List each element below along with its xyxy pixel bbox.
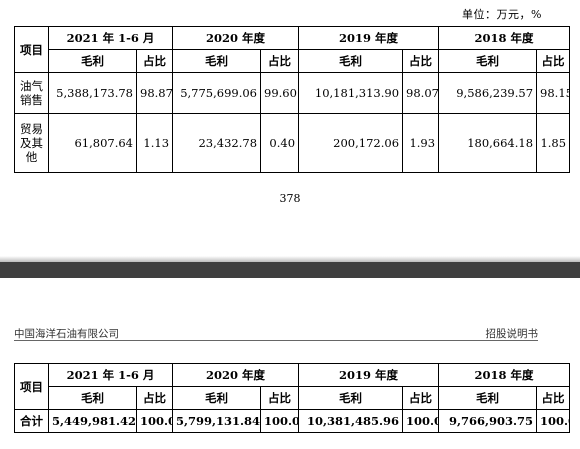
unit-note: 单位：万元，%	[462, 8, 542, 21]
item-header: 项目	[14, 363, 49, 410]
sub-header-share: 占比	[260, 386, 300, 410]
period-header: 2018 年度	[438, 26, 571, 50]
cell-value: 200,172.06	[298, 113, 404, 173]
table-row: 油气销售 5,388,173.78 98.87 5,775,699.06 99.…	[14, 72, 571, 114]
cell-value: 23,432.78	[172, 113, 262, 173]
sub-header-share: 占比	[260, 49, 300, 73]
page-header: 中国海洋石油有限公司 招股说明书	[14, 326, 538, 341]
sub-header-gross-profit: 毛利	[172, 49, 262, 73]
cell-value: 180,664.18	[438, 113, 538, 173]
cell-value: 98.15	[536, 72, 571, 114]
sub-header-gross-profit: 毛利	[172, 386, 262, 410]
sub-header-share: 占比	[536, 386, 571, 410]
cell-value: 98.87	[135, 72, 174, 114]
sub-header-gross-profit: 毛利	[48, 386, 137, 410]
sub-header-gross-profit: 毛利	[438, 386, 538, 410]
cell-value: 1.13	[135, 113, 174, 173]
table-row: 贸易及其他 61,807.64 1.13 23,432.78 0.40 200,…	[14, 113, 571, 173]
cell-value: 100.00	[135, 409, 174, 433]
row-label: 贸易及其他	[14, 113, 49, 173]
cell-value: 100.00	[536, 409, 571, 433]
period-header: 2018 年度	[438, 363, 571, 387]
gross-profit-table-total: 项目 2021 年 1-6 月 2020 年度 2019 年度 2018 年度 …	[14, 363, 571, 433]
table-row-total: 合计 5,449,981.42 100.00 5,799,131.84 100.…	[14, 409, 571, 433]
sub-header-share: 占比	[135, 49, 174, 73]
gross-profit-table-top: 项目 2021 年 1-6 月 2020 年度 2019 年度 2018 年度 …	[14, 26, 571, 173]
page-number: 378	[279, 192, 301, 205]
sub-header-share: 占比	[402, 49, 440, 73]
page-separator	[0, 256, 580, 278]
cell-value: 5,388,173.78	[48, 72, 137, 114]
sub-header-gross-profit: 毛利	[48, 49, 137, 73]
document-type: 招股说明书	[485, 328, 539, 340]
cell-value: 1.85	[536, 113, 571, 173]
cell-value: 10,181,313.90	[298, 72, 404, 114]
sub-header-gross-profit: 毛利	[298, 386, 404, 410]
cell-value: 61,807.64	[48, 113, 137, 173]
cell-value: 99.60	[260, 72, 300, 114]
sub-header-share: 占比	[135, 386, 174, 410]
cell-value: 100.00	[260, 409, 300, 433]
row-label: 油气销售	[14, 72, 49, 114]
cell-value: 9,586,239.57	[438, 72, 538, 114]
period-header: 2021 年 1-6 月	[47, 26, 174, 50]
period-header: 2020 年度	[172, 26, 300, 50]
sub-header-gross-profit: 毛利	[438, 49, 538, 73]
cell-value: 5,775,699.06	[172, 72, 262, 114]
cell-value: 10,381,485.96	[298, 409, 404, 433]
period-header: 2019 年度	[298, 363, 440, 387]
cell-value: 5,449,981.42	[48, 409, 137, 433]
period-header: 2019 年度	[298, 26, 440, 50]
company-name: 中国海洋石油有限公司	[14, 328, 119, 340]
cell-value: 98.07	[402, 72, 440, 114]
cell-value: 100.00	[402, 409, 440, 433]
cell-value: 1.93	[402, 113, 440, 173]
period-header: 2020 年度	[172, 363, 300, 387]
sub-header-share: 占比	[536, 49, 571, 73]
item-header: 项目	[14, 26, 49, 73]
sub-header-gross-profit: 毛利	[298, 49, 404, 73]
cell-value: 5,799,131.84	[172, 409, 262, 433]
cell-value: 0.40	[260, 113, 300, 173]
period-header: 2021 年 1-6 月	[47, 363, 174, 387]
cell-value: 9,766,903.75	[438, 409, 538, 433]
row-label: 合计	[14, 409, 49, 433]
sub-header-share: 占比	[402, 386, 440, 410]
